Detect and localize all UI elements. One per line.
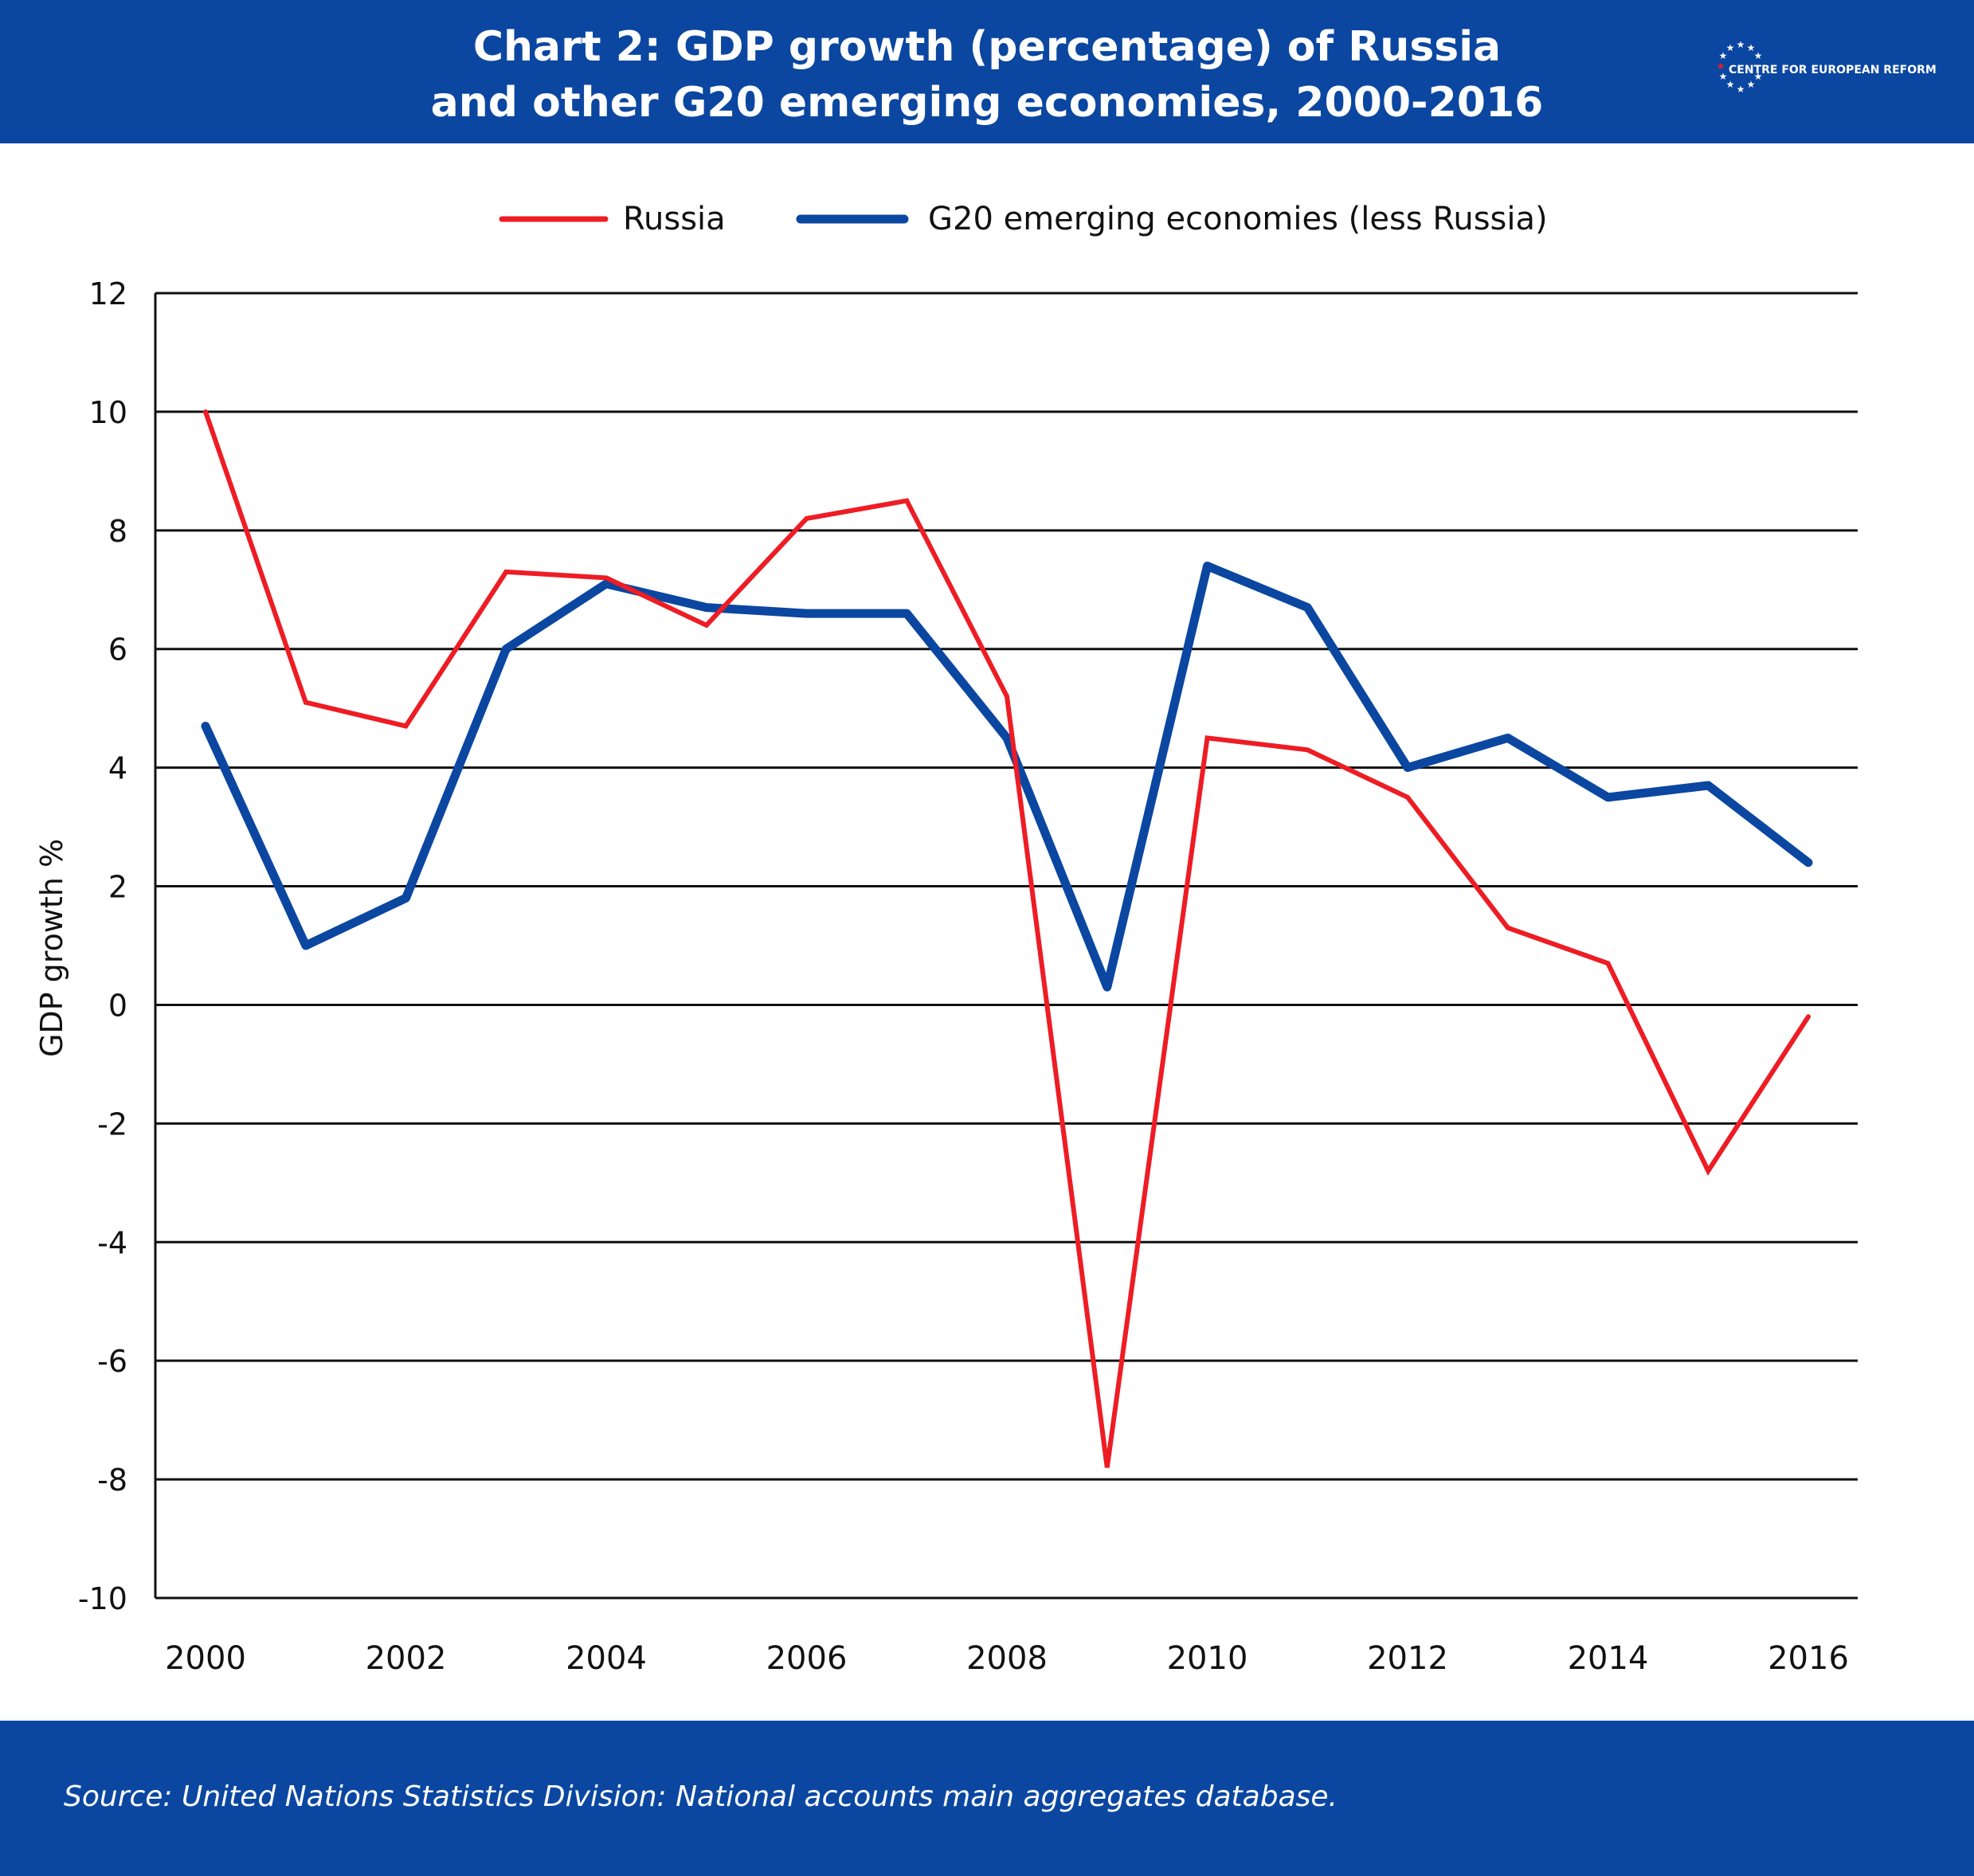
svg-text:★: ★	[1737, 84, 1745, 95]
y-tick-label: 6	[108, 633, 127, 668]
x-tick-labels: 2000 2002 2004 2006 2008 2010 2012 2014 2016	[165, 1640, 1849, 1677]
legend-label-russia: Russia	[623, 201, 726, 237]
svg-text:★: ★	[1719, 50, 1728, 61]
footer-bar	[0, 1721, 1974, 1876]
chart-title-line-1: Chart 2: GDP growth (percentage) of Russ…	[472, 23, 1502, 71]
x-tick-label: 2006	[766, 1640, 848, 1677]
header-bar: Chart 2: GDP growth (percentage) of Russ…	[0, 0, 1974, 143]
y-tick-label: -10	[78, 1581, 127, 1616]
x-tick-label: 2016	[1768, 1640, 1849, 1677]
star-circle-icon: ★ ★ ★ ★ ★ ★ ★ ★ ★ ★ ★	[1717, 41, 1763, 95]
svg-text:★: ★	[1726, 42, 1735, 53]
svg-text:★: ★	[1747, 79, 1756, 90]
x-tick-label: 2014	[1568, 1640, 1649, 1677]
x-tick-label: 2002	[366, 1640, 447, 1677]
y-tick-label: -2	[97, 1106, 127, 1142]
y-tick-label: 12	[89, 276, 127, 311]
y-tick-label: 2	[108, 870, 127, 905]
legend: Russia G20 emerging economies (less Russ…	[499, 201, 1548, 237]
y-tick-label: 8	[108, 514, 127, 549]
x-tick-label: 2000	[165, 1640, 246, 1677]
cer-logo: ★ ★ ★ ★ ★ ★ ★ ★ ★ ★ ★ CENTRE FOR EUROPEA…	[1717, 41, 1936, 95]
y-tick-label: -4	[97, 1225, 127, 1260]
legend-label-g20: G20 emerging economies (less Russia)	[928, 201, 1548, 237]
svg-text:★: ★	[1737, 41, 1745, 50]
svg-text:★: ★	[1726, 79, 1735, 90]
chart-title-line-2: and other G20 emerging economies, 2000-2…	[430, 79, 1544, 127]
x-tick-label: 2012	[1367, 1640, 1448, 1677]
series-lines	[201, 409, 1813, 1468]
x-tick-label: 2010	[1167, 1640, 1248, 1677]
y-tick-labels: 12 10 8 6 4 2 0 -2 -4 -6 -8 -10	[78, 276, 127, 1616]
y-axis-label: GDP growth %	[34, 839, 69, 1057]
y-tick-label: 10	[89, 395, 127, 430]
svg-text:★: ★	[1717, 61, 1725, 72]
x-tick-label: 2004	[566, 1640, 647, 1677]
gridlines	[154, 292, 1858, 1600]
y-tick-label: 0	[108, 988, 127, 1023]
series-line-g20	[201, 562, 1813, 992]
chart-title: Chart 2: GDP growth (percentage) of Russ…	[0, 19, 1974, 131]
x-tick-label: 2008	[966, 1640, 1048, 1677]
y-tick-label: -8	[97, 1463, 127, 1498]
svg-text:★: ★	[1719, 71, 1728, 82]
source-note: Source: United Nations Statistics Divisi…	[64, 1780, 1338, 1813]
svg-text:★: ★	[1754, 71, 1763, 82]
svg-text:★: ★	[1747, 42, 1756, 53]
logo-text: CENTRE FOR EUROPEAN REFORM	[1729, 64, 1936, 76]
y-tick-label: -6	[97, 1344, 127, 1379]
svg-text:★: ★	[1754, 50, 1763, 61]
series-line-russia	[203, 409, 1811, 1468]
y-tick-label: 4	[108, 751, 127, 786]
